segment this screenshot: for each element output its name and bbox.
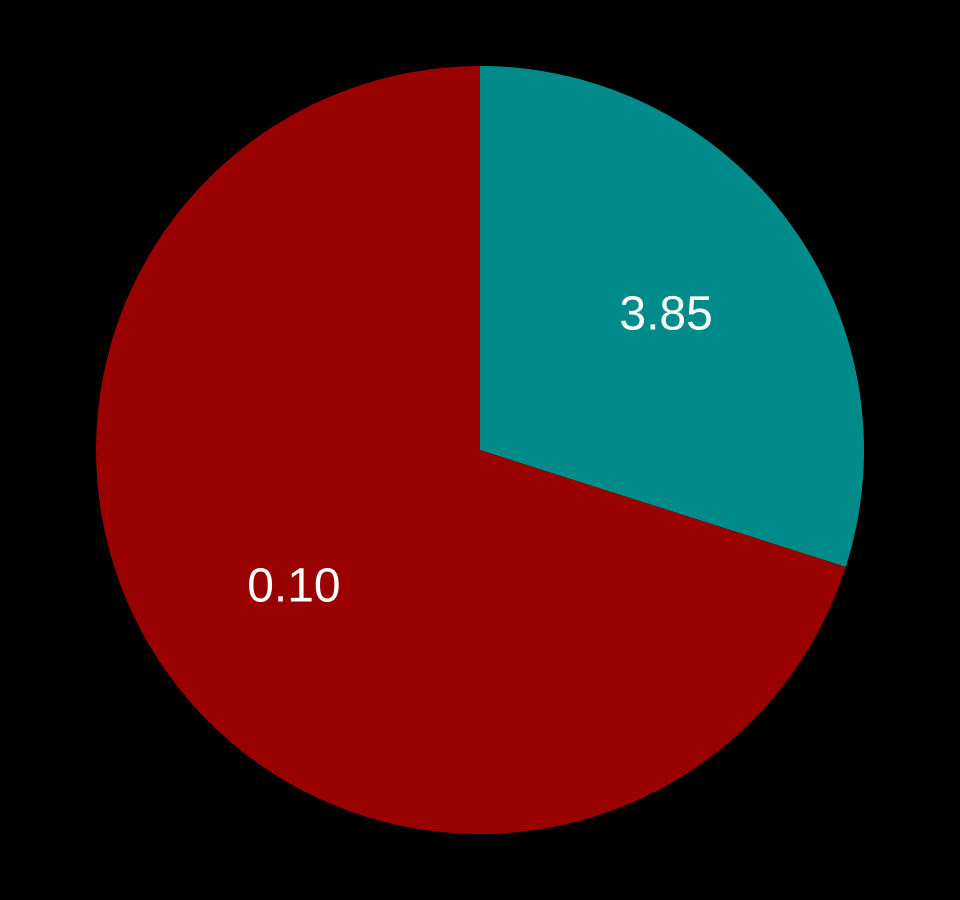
pie-slice-1 — [96, 66, 846, 834]
slices-layer — [96, 65, 865, 834]
pie-slice-label-0: 3.85 — [619, 288, 712, 341]
labels-layer: 3.85 0.10 — [247, 288, 713, 613]
pie-slice-0 — [480, 65, 865, 567]
pie-slice-label-1: 0.10 — [247, 559, 340, 612]
